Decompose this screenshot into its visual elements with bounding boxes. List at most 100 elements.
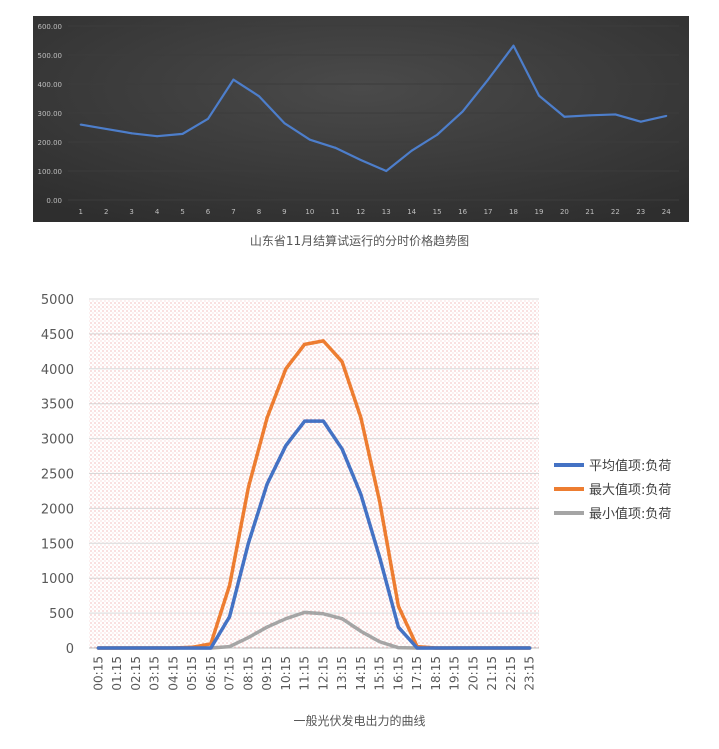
price-y-tick-label: 200.00 [38,139,63,147]
price-x-tick-label: 22 [611,208,620,216]
price-x-tick-label: 14 [407,208,416,216]
price-x-tick-label: 24 [662,208,671,216]
pv-x-tick-label: 21:15 [485,656,499,691]
price-data-point [665,114,668,117]
pv-y-tick-label: 5000 [41,293,74,308]
pv-x-tick-label: 18:15 [429,656,443,691]
price-data-point [308,138,311,141]
pv-y-tick-label: 1500 [41,537,74,552]
pv-x-tick-label: 05:15 [185,656,199,691]
price-x-tick-label: 20 [560,208,569,216]
pv-y-tick-label: 3500 [41,398,74,413]
price-series-line [80,44,667,173]
price-data-point [79,123,82,126]
price-x-tick-label: 1 [78,208,82,216]
price-x-tick-label: 12 [356,208,365,216]
price-data-point [257,95,260,98]
price-data-point [563,115,566,118]
pv-y-tick-label: 0 [66,642,74,657]
price-data-point [410,149,413,152]
price-y-tick-label: 300.00 [38,110,63,118]
pv-legend-label: 最小值项:负荷 [589,506,671,522]
pv-x-tick-label: 06:15 [204,656,218,691]
pv-x-tick-label: 02:15 [129,656,143,691]
pv-x-tick-label: 08:15 [241,656,255,691]
price-data-point [207,117,210,120]
price-x-tick-label: 23 [636,208,645,216]
pv-y-tick-label: 4000 [41,363,74,378]
price-data-point [614,113,617,116]
pv-y-tick-label: 3000 [41,433,74,448]
price-x-tick-label: 7 [231,208,235,216]
price-y-tick-label: 500.00 [38,52,63,60]
price-x-tick-label: 13 [382,208,391,216]
price-data-point [130,132,133,135]
pv-x-tick-label: 13:15 [335,656,349,691]
price-chart-background [33,16,689,222]
price-data-point [283,122,286,125]
pv-x-tick-label: 00:15 [91,656,105,691]
pv-series-line-0 [96,419,532,650]
price-data-point [639,120,642,123]
pv-x-tick-label: 09:15 [260,656,274,691]
price-x-tick-label: 18 [509,208,518,216]
pv-x-tick-label: 22:15 [504,656,518,691]
pv-y-tick-label: 2500 [41,468,74,483]
price-data-point [436,133,439,136]
price-x-tick-label: 19 [535,208,544,216]
price-data-point [156,135,159,138]
price-data-point [487,78,490,81]
price-y-tick-label: 400.00 [38,81,63,89]
price-x-tick-label: 2 [104,208,108,216]
pv-y-tick-label: 1000 [41,572,74,587]
price-x-tick-label: 21 [585,208,594,216]
price-data-point [385,170,388,172]
price-data-point [359,158,362,161]
pv-x-tick-label: 11:15 [298,656,312,691]
price-data-point [588,114,591,117]
pv-y-tick-label: 500 [49,607,74,622]
price-x-tick-label: 10 [305,208,314,216]
price-trend-chart: 0.00 100.00 200.00 300.00 400.00 500.00 600.00… [33,16,689,222]
pv-x-tick-label: 12:15 [316,656,330,691]
price-y-tick-label: 600.00 [38,23,63,31]
price-x-tick-label: 17 [484,208,493,216]
price-data-point [461,110,464,113]
pv-x-tick-label: 20:15 [466,656,480,691]
price-x-tick-label: 4 [155,208,160,216]
pv-y-tick-label: 4500 [41,328,74,343]
pv-output-chart: 0 500 1000 1500 2000 2500 3000 3500 4000 4500 5000… [34,282,690,700]
price-x-tick-label: 8 [257,208,261,216]
pv-x-tick-label: 19:15 [448,656,462,691]
pv-y-tick-label: 2000 [41,502,74,517]
price-x-tick-label: 6 [206,208,211,216]
pv-x-tick-label: 17:15 [410,656,424,691]
pv-x-tick-label: 01:15 [110,656,124,691]
pv-x-tick-label: 14:15 [354,656,368,691]
price-x-tick-label: 15 [433,208,442,216]
price-data-point [232,78,235,81]
price-y-tick-label: 0.00 [46,197,62,205]
price-x-tick-label: 11 [331,208,340,216]
price-data-point [512,44,515,47]
price-x-tick-label: 3 [129,208,133,216]
price-y-tick-label: 100.00 [38,168,63,176]
pv-x-tick-label: 15:15 [373,656,387,691]
price-data-point [105,127,108,130]
pv-x-tick-label: 04:15 [166,656,180,691]
price-data-point [181,132,184,135]
price-x-tick-label: 5 [180,208,184,216]
pv-legend-label: 最大值项:负荷 [589,482,671,498]
pv-chart-caption: 一般光伏发电出力的曲线 [293,714,426,728]
pv-x-tick-label: 16:15 [391,656,405,691]
price-data-point [334,146,337,149]
pv-x-tick-label: 03:15 [148,656,162,691]
price-data-point [537,94,540,97]
price-chart-svg: 0.00 100.00 200.00 300.00 400.00 500.00 600.00… [33,16,689,222]
pv-chart-svg: 0 500 1000 1500 2000 2500 3000 3500 4000 4500 5000… [41,293,671,691]
pv-legend-label: 平均值项:负荷 [589,458,671,474]
price-x-tick-label: 9 [282,208,286,216]
price-chart-caption: 山东省11月结算试运行的分时价格趋势图 [249,234,470,248]
pv-x-tick-label: 23:15 [523,656,537,691]
pv-x-tick-label: 10:15 [279,656,293,691]
